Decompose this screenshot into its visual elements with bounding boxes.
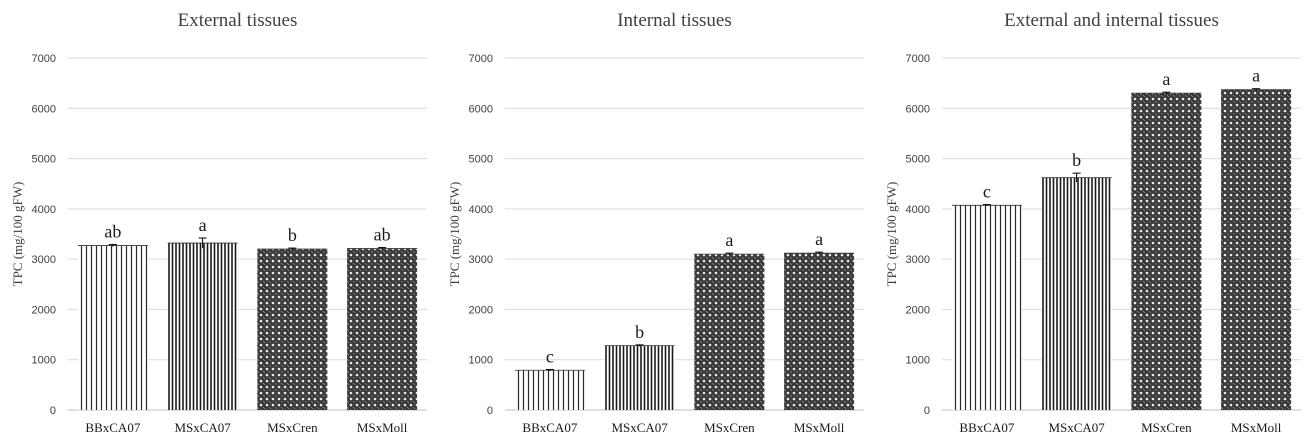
significance-letter: c: [546, 347, 554, 367]
bar-msxmoll: [1221, 89, 1292, 411]
significance-letter: ab: [104, 222, 121, 242]
bar-bbxca07: [951, 205, 1022, 410]
chart-svg-1: External tissues TPC (mg/100 gFW) 0 1000 200…: [10, 10, 427, 435]
x-tick-label: BBxCA07: [959, 420, 1014, 435]
y-tick-label: 0: [50, 405, 56, 417]
y-tick-label: 1000: [32, 355, 56, 367]
y-tick-label: 0: [487, 405, 493, 417]
y-tick-label: 1000: [469, 355, 493, 367]
bar-msxmoll: [347, 248, 418, 410]
y-tick-label: 5000: [32, 154, 56, 166]
bar-msxca07: [604, 345, 675, 410]
chart-panel-1: External tissues TPC (mg/100 gFW) 0 1000 200…: [0, 0, 437, 439]
y-axis-label: TPC (mg/100 gFW): [447, 182, 462, 287]
chart-panel-2: Internal tissues TPC (mg/100 gFW) 0 1000 200…: [437, 0, 874, 439]
significance-letter: ab: [374, 225, 391, 245]
y-tick-label: 4000: [906, 204, 930, 216]
x-tick-label: MSxCren: [267, 420, 318, 435]
x-tick-label: MSxMoll: [357, 420, 408, 435]
bar-msxcren: [257, 249, 328, 410]
x-tick-label: MSxCren: [1141, 420, 1192, 435]
bar-msxcren: [1131, 93, 1202, 410]
y-tick-label: 4000: [469, 204, 493, 216]
chart-panel-3: External and internal tissues TPC (mg/100…: [874, 0, 1311, 439]
y-tick-label: 3000: [469, 254, 493, 266]
y-tick-label: 6000: [32, 103, 56, 115]
chart-svg-3: External and internal tissues TPC (mg/100…: [884, 10, 1301, 435]
chart-svg-2: Internal tissues TPC (mg/100 gFW) 0 1000 200…: [447, 10, 864, 435]
x-tick-label: MSxCA07: [174, 420, 231, 435]
chart-title: External and internal tissues: [1004, 10, 1219, 31]
y-tick-label: 6000: [469, 103, 493, 115]
y-tick-label: 2000: [906, 304, 930, 316]
bar-msxmoll: [784, 253, 855, 410]
x-tick-label: MSxCren: [704, 420, 755, 435]
x-tick-label: MSxMoll: [1231, 420, 1282, 435]
x-tick-label: MSxCA07: [1048, 420, 1105, 435]
y-tick-label: 5000: [906, 154, 930, 166]
y-tick-label: 7000: [906, 53, 930, 65]
bar-msxca07: [1041, 177, 1112, 410]
x-tick-label: BBxCA07: [85, 420, 140, 435]
y-tick-label: 6000: [906, 103, 930, 115]
significance-letter: a: [815, 229, 823, 249]
y-tick-label: 7000: [469, 53, 493, 65]
y-tick-label: 3000: [906, 254, 930, 266]
significance-letter: a: [199, 215, 207, 235]
chart-title: Internal tissues: [617, 10, 732, 31]
y-tick-label: 7000: [32, 53, 56, 65]
significance-letter: a: [1252, 66, 1260, 86]
y-axis-label: TPC (mg/100 gFW): [884, 182, 899, 287]
y-tick-label: 5000: [469, 154, 493, 166]
y-axis-label: TPC (mg/100 gFW): [10, 182, 25, 287]
bar-msxca07: [167, 243, 238, 410]
bar-bbxca07: [514, 370, 585, 410]
x-tick-label: MSxMoll: [794, 420, 845, 435]
x-tick-label: BBxCA07: [522, 420, 577, 435]
chart-title: External tissues: [178, 10, 298, 31]
significance-letter: b: [1072, 150, 1081, 170]
significance-letter: a: [725, 230, 733, 250]
y-tick-label: 0: [924, 405, 930, 417]
y-tick-label: 2000: [469, 304, 493, 316]
significance-letter: b: [288, 225, 297, 245]
y-tick-label: 4000: [32, 204, 56, 216]
y-tick-label: 2000: [32, 304, 56, 316]
significance-letter: a: [1162, 69, 1170, 89]
y-tick-label: 1000: [906, 355, 930, 367]
y-tick-label: 3000: [32, 254, 56, 266]
significance-letter: b: [635, 322, 644, 342]
bar-bbxca07: [77, 245, 148, 410]
bar-msxcren: [694, 254, 765, 410]
x-tick-label: MSxCA07: [611, 420, 668, 435]
significance-letter: c: [983, 182, 991, 202]
